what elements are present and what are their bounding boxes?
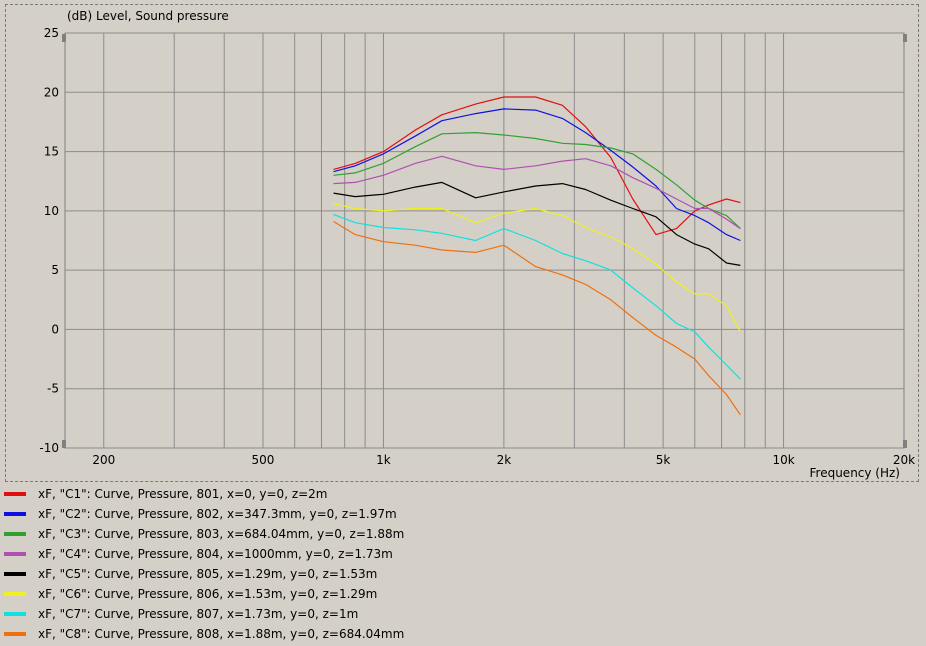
x-tick-label: 500 bbox=[252, 453, 275, 467]
legend-swatch bbox=[4, 572, 26, 576]
series-line-c5 bbox=[333, 181, 741, 266]
legend-label: xF, "C2": Curve, Pressure, 802, x=347.3m… bbox=[38, 507, 397, 521]
legend-label: xF, "C7": Curve, Pressure, 807, x=1.73m,… bbox=[38, 607, 359, 621]
legend-item-c4: xF, "C4": Curve, Pressure, 804, x=1000mm… bbox=[4, 544, 393, 564]
x-tick-label: 10k bbox=[772, 453, 794, 467]
y-tick-label: -5 bbox=[47, 382, 59, 396]
legend-label: xF, "C4": Curve, Pressure, 804, x=1000mm… bbox=[38, 547, 393, 561]
frequency-response-chart: (dB) Level, Sound pressure Frequency (Hz… bbox=[39, 9, 915, 480]
chart-frame bbox=[5, 4, 919, 482]
series-line-c2 bbox=[333, 108, 741, 242]
legend-swatch bbox=[4, 592, 26, 596]
chart-title: (dB) Level, Sound pressure bbox=[67, 9, 229, 23]
series-line-c7 bbox=[333, 213, 741, 380]
legend-label: xF, "C6": Curve, Pressure, 806, x=1.53m,… bbox=[38, 587, 378, 601]
range-handle bbox=[62, 440, 66, 448]
series-line-c3 bbox=[333, 132, 741, 230]
legend-swatch bbox=[4, 612, 26, 616]
x-axis-label: Frequency (Hz) bbox=[810, 466, 901, 480]
plot-area bbox=[64, 32, 905, 449]
range-handle bbox=[903, 34, 907, 42]
series-line-c4 bbox=[333, 155, 741, 230]
y-tick-label: 25 bbox=[44, 26, 59, 40]
x-tick-label: 1k bbox=[376, 453, 391, 467]
x-tick-label: 5k bbox=[656, 453, 671, 467]
series-line-c1 bbox=[333, 96, 741, 236]
legend-label: xF, "C8": Curve, Pressure, 808, x=1.88m,… bbox=[38, 627, 405, 641]
range-handle bbox=[903, 440, 907, 448]
series-lines bbox=[333, 96, 741, 416]
legend-item-c3: xF, "C3": Curve, Pressure, 803, x=684.04… bbox=[4, 524, 404, 544]
x-tick-label: 200 bbox=[92, 453, 115, 467]
y-tick-label: 20 bbox=[44, 85, 59, 99]
legend-swatch bbox=[4, 492, 26, 496]
series-line-c6 bbox=[333, 203, 741, 333]
y-tick-label: 10 bbox=[44, 204, 59, 218]
legend-item-c8: xF, "C8": Curve, Pressure, 808, x=1.88m,… bbox=[4, 624, 404, 644]
legend-label: xF, "C5": Curve, Pressure, 805, x=1.29m,… bbox=[38, 567, 378, 581]
range-handle bbox=[62, 34, 66, 42]
legend-swatch bbox=[4, 512, 26, 516]
legend-swatch bbox=[4, 552, 26, 556]
legend-label: xF, "C3": Curve, Pressure, 803, x=684.04… bbox=[38, 527, 405, 541]
y-tick-label: 0 bbox=[51, 322, 59, 336]
legend-item-c7: xF, "C7": Curve, Pressure, 807, x=1.73m,… bbox=[4, 604, 358, 624]
x-tick-label: 20k bbox=[893, 453, 915, 467]
y-tick-label: -10 bbox=[39, 441, 59, 455]
legend-label: xF, "C1": Curve, Pressure, 801, x=0, y=0… bbox=[38, 487, 328, 501]
legend-item-c6: xF, "C6": Curve, Pressure, 806, x=1.53m,… bbox=[4, 584, 377, 604]
legend-swatch bbox=[4, 632, 26, 636]
y-tick-label: 15 bbox=[44, 145, 59, 159]
legend-swatch bbox=[4, 532, 26, 536]
legend-item-c2: xF, "C2": Curve, Pressure, 802, x=347.3m… bbox=[4, 504, 397, 524]
legend-item-c5: xF, "C5": Curve, Pressure, 805, x=1.29m,… bbox=[4, 564, 377, 584]
legend-item-c1: xF, "C1": Curve, Pressure, 801, x=0, y=0… bbox=[4, 484, 328, 504]
y-tick-label: 5 bbox=[51, 263, 59, 277]
x-tick-label: 2k bbox=[497, 453, 512, 467]
grid bbox=[62, 32, 907, 449]
tick-labels: 25 20 15 10 5 0 -5 -10 200 500 1k 2k 5k 10k 20k bbox=[39, 26, 915, 467]
series-line-c8 bbox=[333, 220, 741, 416]
